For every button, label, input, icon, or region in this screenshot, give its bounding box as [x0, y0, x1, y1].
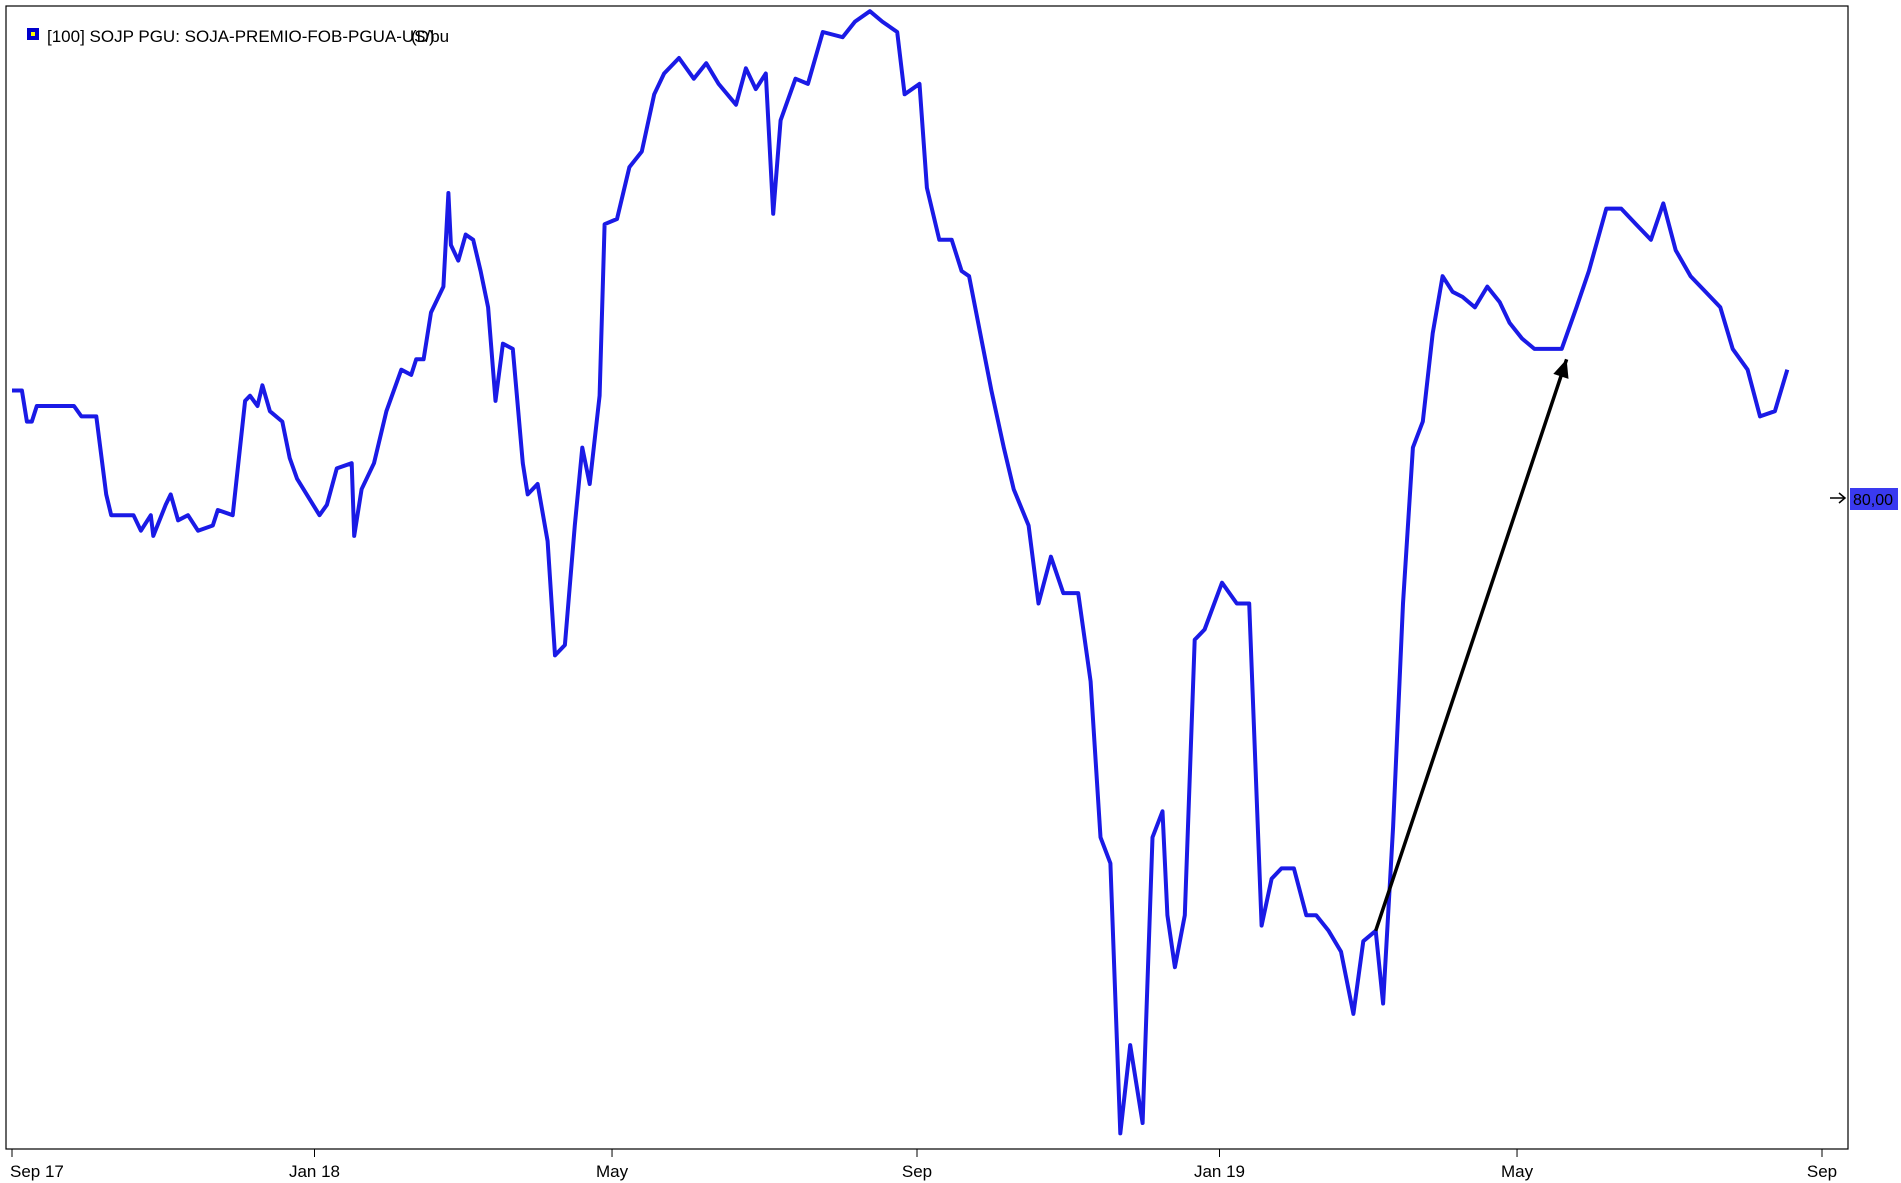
- x-tick-label: May: [596, 1162, 629, 1181]
- series-layer: [12, 9, 1790, 1136]
- annotation-arrow-line: [1374, 358, 1569, 932]
- legend-marker-inner: [31, 32, 35, 36]
- legend: [100] SOJP PGU: SOJA-PREMIO-FOB-PGUA-US/…: [27, 27, 449, 46]
- x-axis: Sep 17 Jan 18 May Sep Jan 19 May Sep: [10, 1149, 1837, 1181]
- x-tick-label: Jan 19: [1194, 1162, 1245, 1181]
- annotation-arrowhead-icon: [1553, 359, 1569, 379]
- last-value-box: [1850, 488, 1898, 510]
- x-tick-label: May: [1501, 1162, 1534, 1181]
- x-tick-label: Sep: [1807, 1162, 1837, 1181]
- annotation-layer: [1374, 358, 1569, 932]
- last-value-label: 80,00: [1853, 492, 1893, 509]
- legend-period-label: (D): [411, 27, 435, 46]
- x-tick-label: Sep 17: [10, 1162, 64, 1181]
- legend-series-label: [100] SOJP PGU: SOJA-PREMIO-FOB-PGUA-US/…: [47, 27, 449, 46]
- series-line-0: [12, 9, 1790, 1136]
- last-value-arrow-icon: [1830, 492, 1847, 504]
- plot-frame: [5, 5, 1849, 1150]
- x-tick-label: Jan 18: [289, 1162, 340, 1181]
- last-value-marker: 80,00: [1830, 488, 1898, 510]
- x-tick-label: Sep: [902, 1162, 932, 1181]
